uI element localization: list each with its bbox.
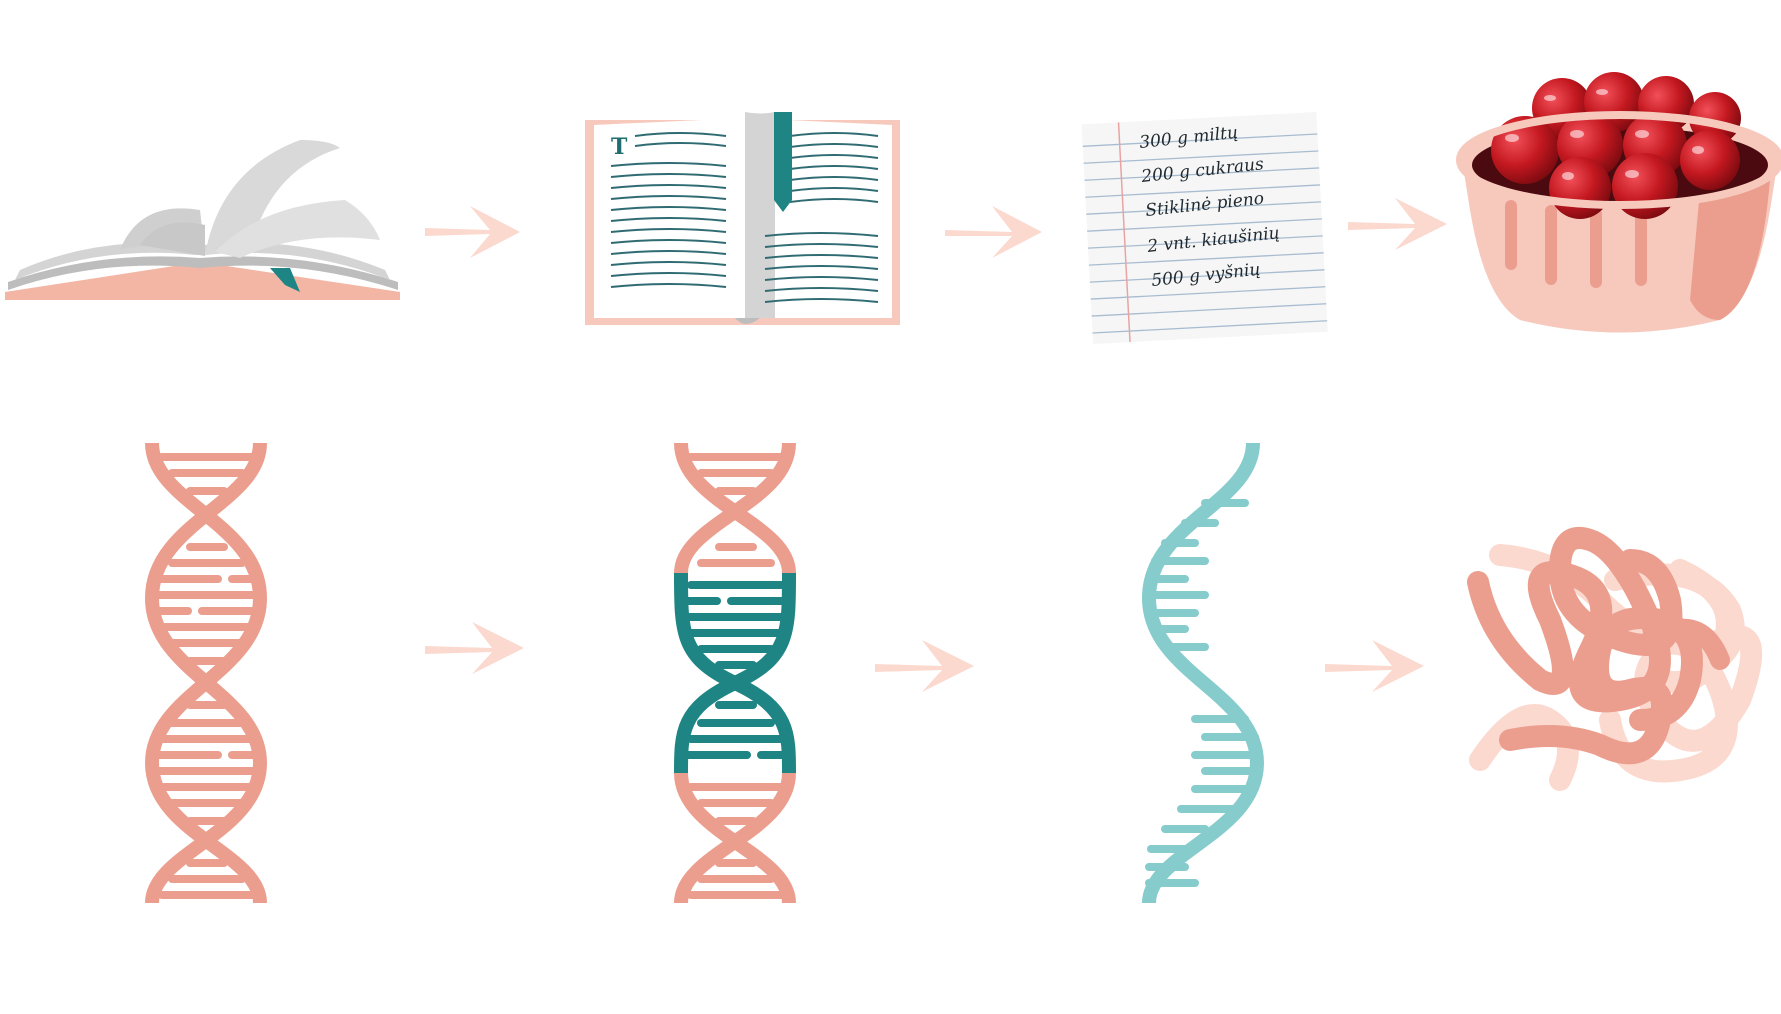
arrow-right-icon	[425, 206, 520, 258]
cherry-pie-icon	[1456, 72, 1781, 333]
dna-double-helix-icon	[144, 442, 268, 904]
arrow-right-icon	[945, 206, 1042, 258]
arrow-right-icon	[1348, 198, 1447, 250]
rna-single-strand-icon	[1141, 442, 1265, 904]
arrow-right-icon	[425, 622, 524, 674]
bookmark-icon	[774, 112, 792, 212]
book-page-icon: T	[585, 112, 900, 325]
dna-gene-segment-icon	[674, 442, 796, 904]
arrow-right-icon	[875, 640, 974, 692]
arrow-right-icon	[1325, 640, 1424, 692]
book-initial-letter: T	[611, 134, 628, 160]
protein-coil-icon	[1467, 527, 1763, 791]
open-book-icon	[5, 140, 400, 300]
recipe-note-icon: 300 g miltų 200 g cukraus Stiklinė pieno…	[1081, 112, 1328, 345]
